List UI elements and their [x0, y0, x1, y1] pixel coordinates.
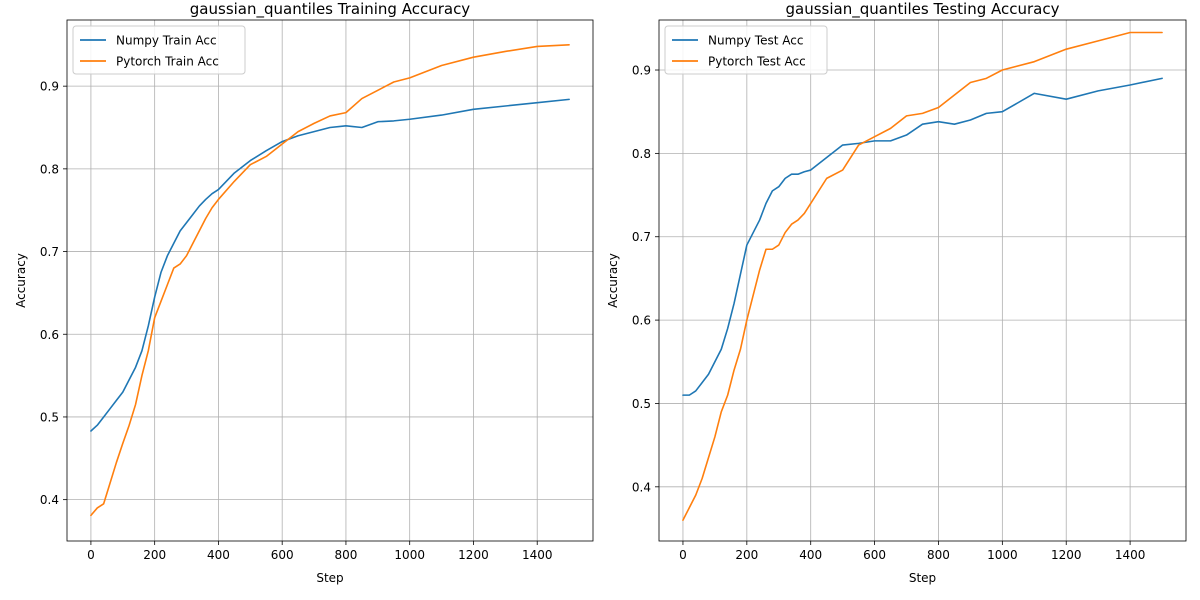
chart-2-x-axis-label: Step: [909, 571, 936, 585]
chart-2-title: gaussian_quantiles Testing Accuracy: [786, 0, 1060, 19]
chart-1-y-tick-label: 0.9: [40, 80, 59, 94]
chart-1-y-tick-label: 0.5: [40, 410, 59, 424]
chart-2-x-tick-label: 0: [679, 548, 687, 562]
chart-2-y-tick-label: 0.7: [632, 230, 651, 244]
chart-1-legend-label-2: Pytorch Train Acc: [116, 55, 219, 69]
chart-2-y-tick-label: 0.5: [632, 397, 651, 411]
chart-1-x-tick-label: 600: [271, 548, 294, 562]
chart-1-y-tick-label: 0.7: [40, 245, 59, 259]
chart-1-x-axis-label: Step: [316, 571, 343, 585]
chart-1-y-tick-label: 0.4: [40, 493, 59, 507]
chart-2-x-tick-label: 400: [799, 548, 822, 562]
chart-2-y-axis-label: Accuracy: [606, 253, 620, 308]
chart-2-series-1-line: [682, 77, 1163, 396]
chart-2-y-tick-label: 0.4: [632, 480, 651, 494]
chart-1-y-axis-label: Accuracy: [14, 253, 28, 308]
chart-2-legend-label-2: Pytorch Test Acc: [708, 55, 806, 69]
chart-2-x-tick-label: 1000: [987, 548, 1018, 562]
chart-2-y-tick-label: 0.6: [632, 314, 651, 328]
chart-1-legend-label-1: Numpy Train Acc: [116, 34, 217, 48]
chart-2-plot-area: [659, 20, 1186, 541]
chart-1-axes-frame: [66, 19, 594, 542]
chart-2-series-2-line: [682, 31, 1163, 521]
chart-1-series-2-line: [90, 44, 570, 517]
chart-1-title: gaussian_quantiles Training Accuracy: [190, 0, 471, 19]
chart-1-x-tick-label: 400: [207, 548, 230, 562]
chart-1-series-1-line: [90, 98, 570, 432]
chart-2-y-tick-label: 0.9: [632, 64, 651, 78]
chart-1-x-tick-label: 1000: [394, 548, 425, 562]
chart-1-x-tick-label: 800: [334, 548, 357, 562]
chart-2-axes-frame: [658, 19, 1187, 542]
chart-2-x-tick-label: 1200: [1051, 548, 1082, 562]
chart-1-x-tick-label: 200: [143, 548, 166, 562]
chart-2-x-tick-label: 800: [927, 548, 950, 562]
chart-1-x-tick-label: 1200: [458, 548, 489, 562]
chart-2-x-tick-label: 600: [863, 548, 886, 562]
chart-1-x-tick-label: 1400: [522, 548, 553, 562]
chart-2-legend-box: [664, 25, 828, 75]
chart-2-x-tick-label: 1400: [1115, 548, 1146, 562]
chart-1-plot-area: [67, 20, 593, 541]
chart-2-y-tick-label: 0.8: [632, 147, 651, 161]
chart-1-y-tick-label: 0.8: [40, 162, 59, 176]
chart-2-x-tick-label: 200: [735, 548, 758, 562]
chart-2-legend-label-1: Numpy Test Acc: [708, 34, 803, 48]
chart-1-y-tick-label: 0.6: [40, 328, 59, 342]
chart-1-legend-box: [72, 25, 246, 75]
chart-1-x-tick-label: 0: [87, 548, 95, 562]
